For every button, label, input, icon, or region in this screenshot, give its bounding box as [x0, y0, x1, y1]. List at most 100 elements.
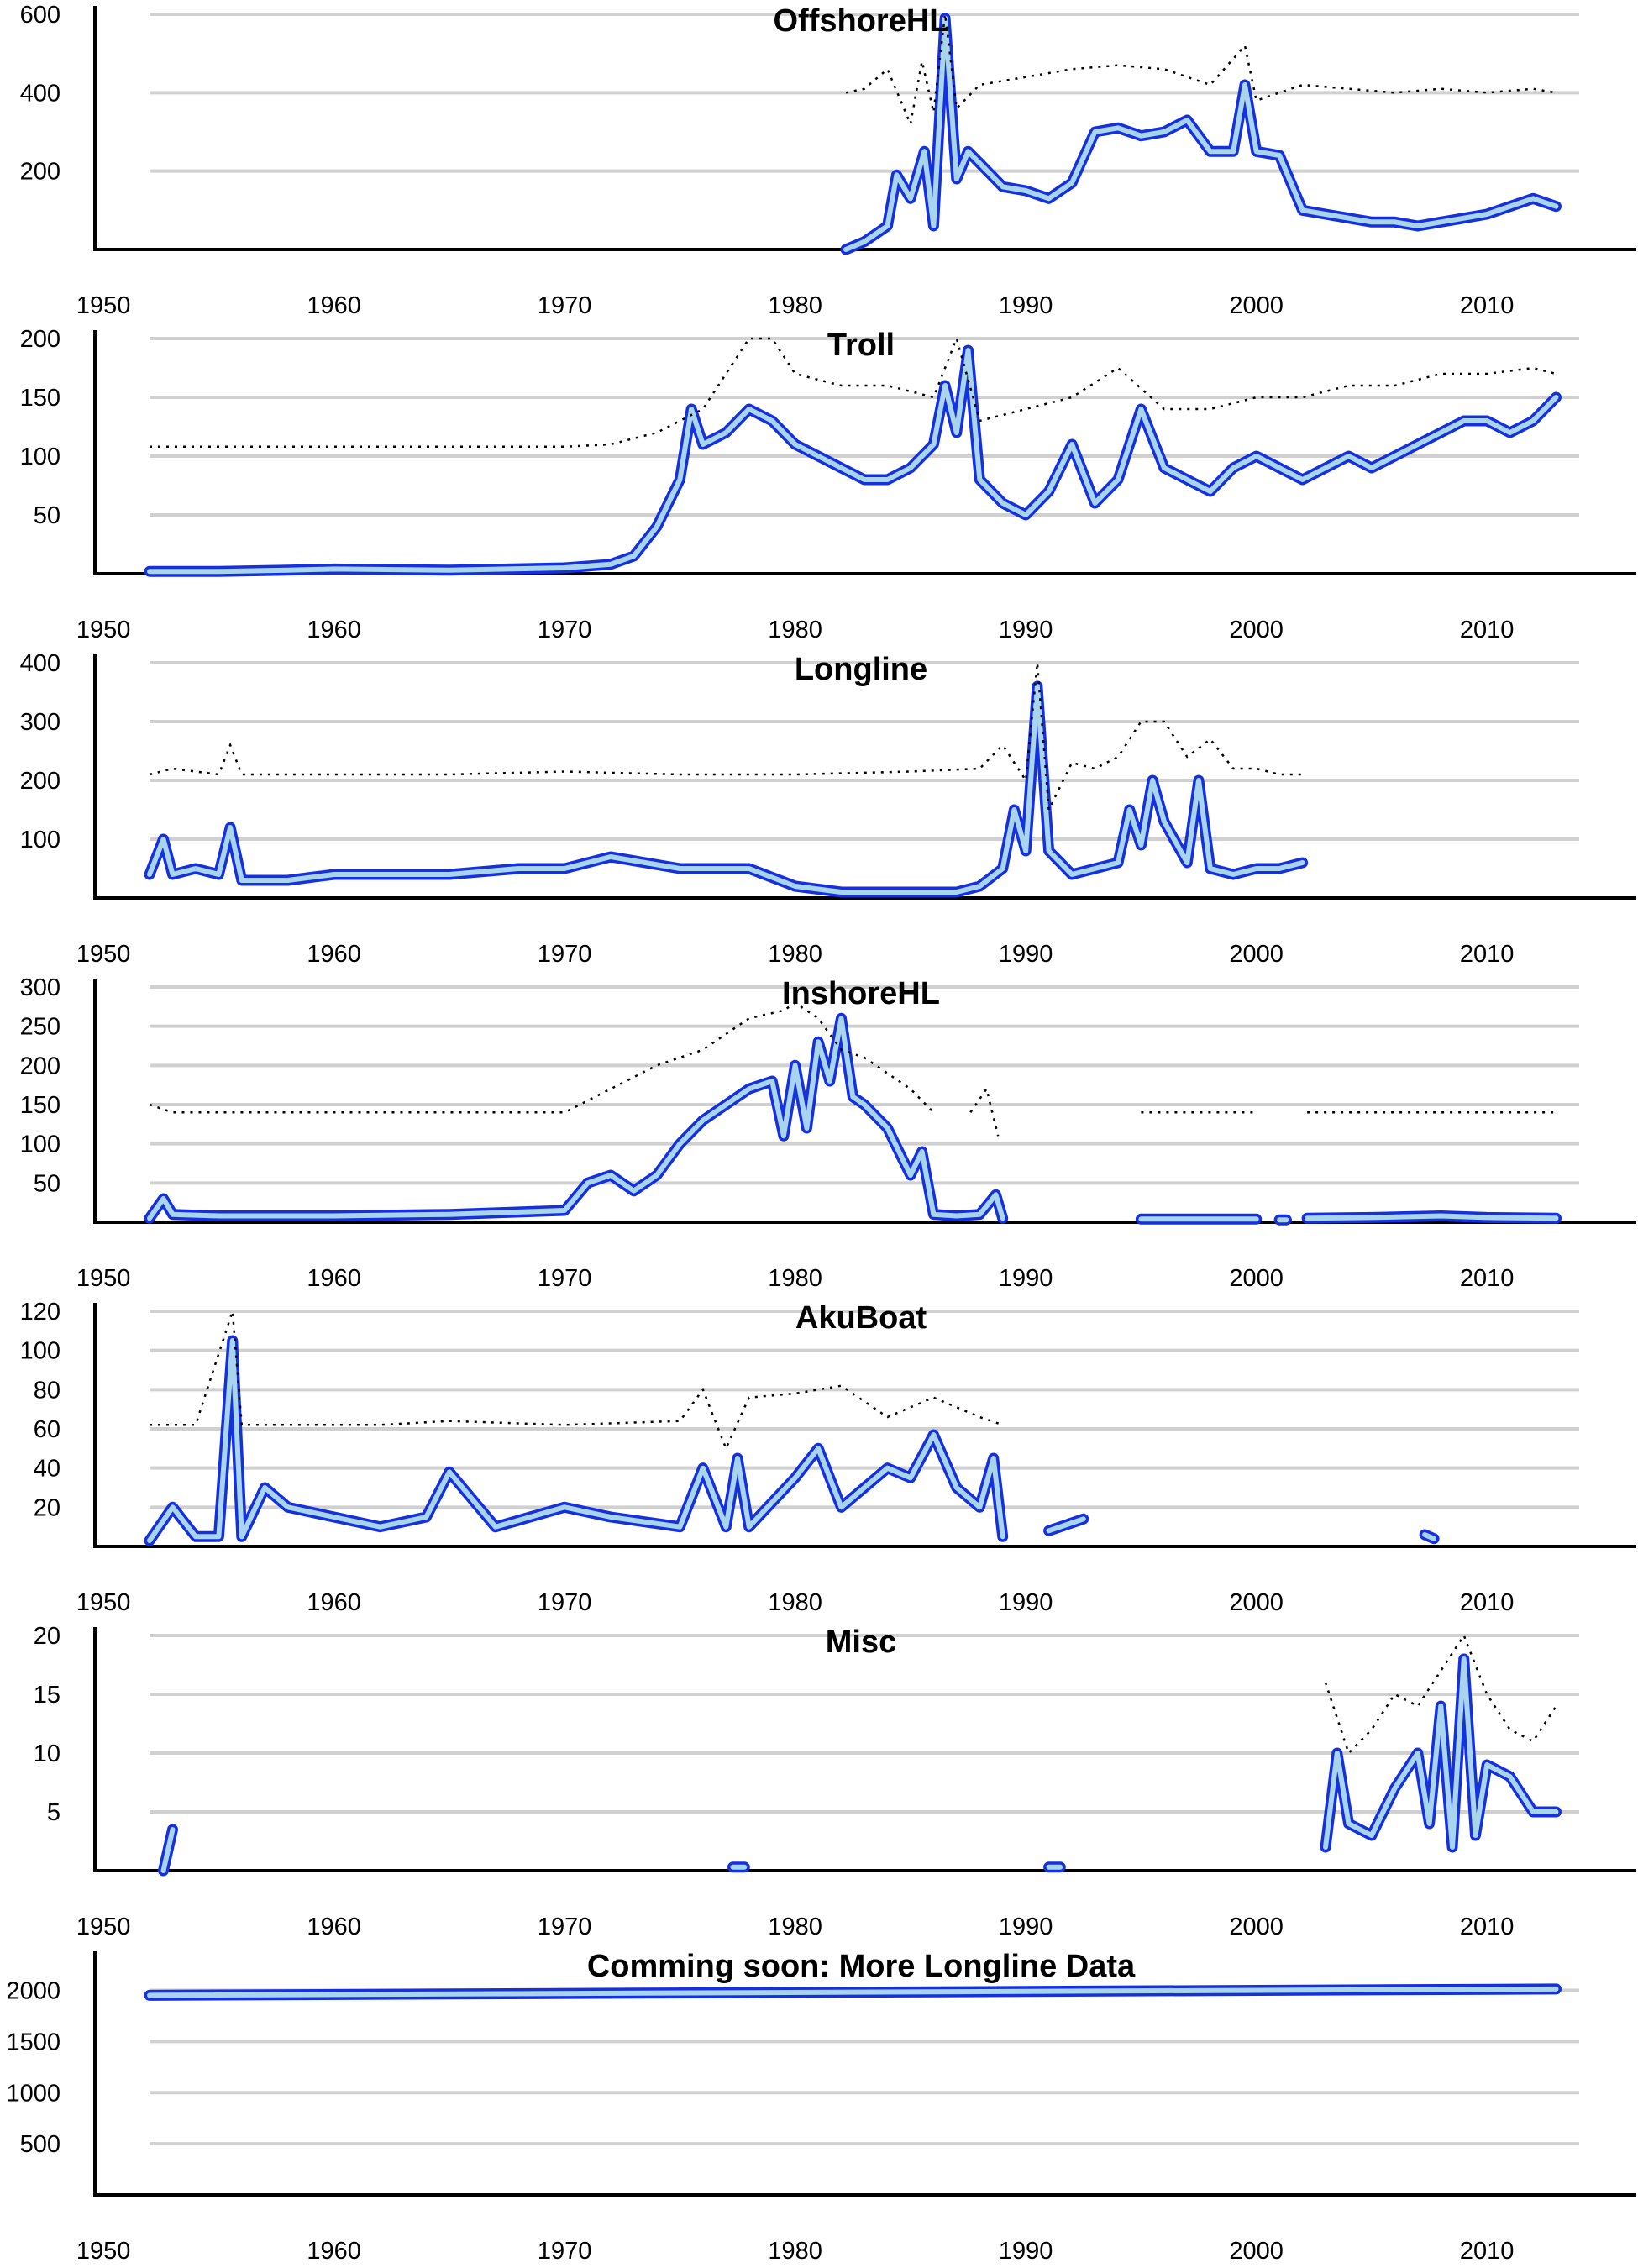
- x-tick-label: 1970: [538, 1589, 592, 1616]
- x-tick-label: 1970: [538, 1265, 592, 1292]
- y-tick-label: 100: [20, 444, 60, 470]
- panel-misc: 5 10 15 20 1950 1960 1970 1980 1990 2000 2010 Misc: [34, 1623, 1636, 1940]
- x-tick-label: 2010: [1460, 617, 1515, 643]
- x-tick-label: 1950: [76, 941, 131, 968]
- series-band-fill: [160, 1827, 176, 1873]
- x-tick-label: 2010: [1460, 1265, 1515, 1292]
- y-tick-label: 15: [34, 1682, 60, 1709]
- x-tick-label: 1990: [999, 617, 1053, 643]
- axis-lines: [93, 654, 1636, 900]
- chart-title: OffshoreHL: [774, 3, 949, 39]
- y-tick-label: 150: [20, 385, 60, 412]
- series-reference-line: [969, 1086, 1000, 1137]
- x-tick-label: 1960: [307, 617, 361, 643]
- chart-title: Misc: [826, 1625, 896, 1660]
- y-tick-label: 40: [34, 1456, 60, 1483]
- x-tick-label: 1950: [76, 2238, 131, 2265]
- y-tick-label: 150: [20, 1092, 60, 1119]
- axis-lines: [93, 1303, 1636, 1548]
- x-tick-label: 1960: [307, 2238, 361, 2265]
- x-tick-label: 2000: [1229, 617, 1284, 643]
- series-band-fill: [1422, 1532, 1437, 1541]
- y-tick-label: 100: [20, 1131, 60, 1158]
- x-tick-label: 1980: [768, 1589, 822, 1616]
- x-tick-label: 2010: [1460, 941, 1515, 968]
- chart-title: AkuBoat: [795, 1300, 927, 1336]
- y-tick-label: 200: [20, 159, 60, 186]
- y-tick-label: 1500: [6, 2029, 60, 2055]
- x-tick-label: 1960: [307, 1914, 361, 1940]
- x-tick-label: 2000: [1229, 941, 1284, 968]
- x-tick-label: 1950: [76, 1914, 131, 1940]
- x-tick-label: 1950: [76, 1265, 131, 1292]
- panel-longline: 100 200 300 400 1950 1960 1970 1980 1990 2000 2010…: [20, 650, 1636, 968]
- series-band-fill: [147, 1016, 1005, 1221]
- x-tick-label: 1990: [999, 292, 1053, 319]
- axis-lines: [93, 330, 1636, 575]
- y-tick-label: 400: [20, 650, 60, 677]
- x-tick-label: 1990: [999, 1914, 1053, 1940]
- chart-title: Longline: [795, 652, 927, 687]
- x-tick-label: 2010: [1460, 1914, 1515, 1940]
- axis-lines: [93, 979, 1636, 1224]
- y-tick-label: 50: [34, 502, 60, 529]
- x-tick-label: 1970: [538, 1914, 592, 1940]
- x-tick-label: 1990: [999, 941, 1053, 968]
- chart-title: InshoreHL: [782, 976, 940, 1011]
- y-tick-label: 50: [34, 1170, 60, 1197]
- x-tick-label: 1980: [768, 292, 822, 319]
- x-tick-label: 2000: [1229, 1914, 1284, 1940]
- y-tick-label: 5: [47, 1799, 60, 1826]
- y-tick-label: 500: [20, 2131, 60, 2158]
- chart-title: Troll: [827, 328, 895, 363]
- y-tick-label: 400: [20, 80, 60, 107]
- y-tick-label: 600: [20, 2, 60, 29]
- y-tick-label: 2000: [6, 1978, 60, 2005]
- x-tick-label: 2000: [1229, 2238, 1284, 2265]
- x-tick-label: 2010: [1460, 292, 1515, 319]
- series-reference-line: [150, 1310, 1004, 1452]
- series-band-outline: [144, 680, 1309, 898]
- x-tick-label: 1990: [999, 1589, 1053, 1616]
- panel-akuboat: 20 40 60 80 100 120 1950 1960 1970 1980 1990 2000 20…: [20, 1299, 1636, 1616]
- series-band-fill: [1305, 1213, 1559, 1221]
- x-tick-label: 1960: [307, 1265, 361, 1292]
- y-tick-label: 200: [20, 326, 60, 353]
- x-tick-label: 2010: [1460, 2238, 1515, 2265]
- y-tick-label: 200: [20, 768, 60, 795]
- x-tick-label: 2000: [1229, 292, 1284, 319]
- series-band-fill: [147, 1986, 1559, 1998]
- x-tick-label: 1970: [538, 941, 592, 968]
- series-band-fill: [843, 15, 1559, 252]
- y-tick-label: 200: [20, 1053, 60, 1079]
- y-tick-label: 300: [20, 709, 60, 736]
- x-tick-label: 1950: [76, 617, 131, 643]
- series-reference-line: [149, 662, 1303, 814]
- axis-lines: [93, 1951, 1636, 2197]
- y-tick-label: 100: [20, 827, 60, 853]
- x-tick-label: 1980: [768, 1265, 822, 1292]
- x-tick-label: 1950: [76, 1589, 131, 1616]
- series-band-fill: [147, 348, 1559, 575]
- series-band-outline: [144, 344, 1562, 577]
- x-tick-label: 1960: [307, 1589, 361, 1616]
- x-tick-label: 1980: [768, 2238, 822, 2265]
- axis-lines: [93, 1627, 1636, 1872]
- x-tick-label: 1970: [538, 292, 592, 319]
- x-tick-label: 1980: [768, 941, 822, 968]
- panel-offshorehl: 200 400 600 1950 1960 1970 1980 1990 2000 2010 Off…: [20, 2, 1636, 319]
- x-tick-label: 1980: [768, 1914, 822, 1940]
- y-tick-label: 10: [34, 1740, 60, 1767]
- y-tick-label: 300: [20, 974, 60, 1001]
- axis-lines: [93, 6, 1636, 251]
- x-tick-label: 1960: [307, 941, 361, 968]
- x-tick-label: 1990: [999, 2238, 1053, 2265]
- y-tick-label: 20: [34, 1623, 60, 1650]
- y-tick-label: 250: [20, 1014, 60, 1041]
- x-tick-label: 1970: [538, 2238, 592, 2265]
- y-tick-label: 80: [34, 1377, 60, 1404]
- y-tick-label: 60: [34, 1416, 60, 1443]
- series-reference-line: [149, 1001, 935, 1114]
- x-tick-label: 1960: [307, 292, 361, 319]
